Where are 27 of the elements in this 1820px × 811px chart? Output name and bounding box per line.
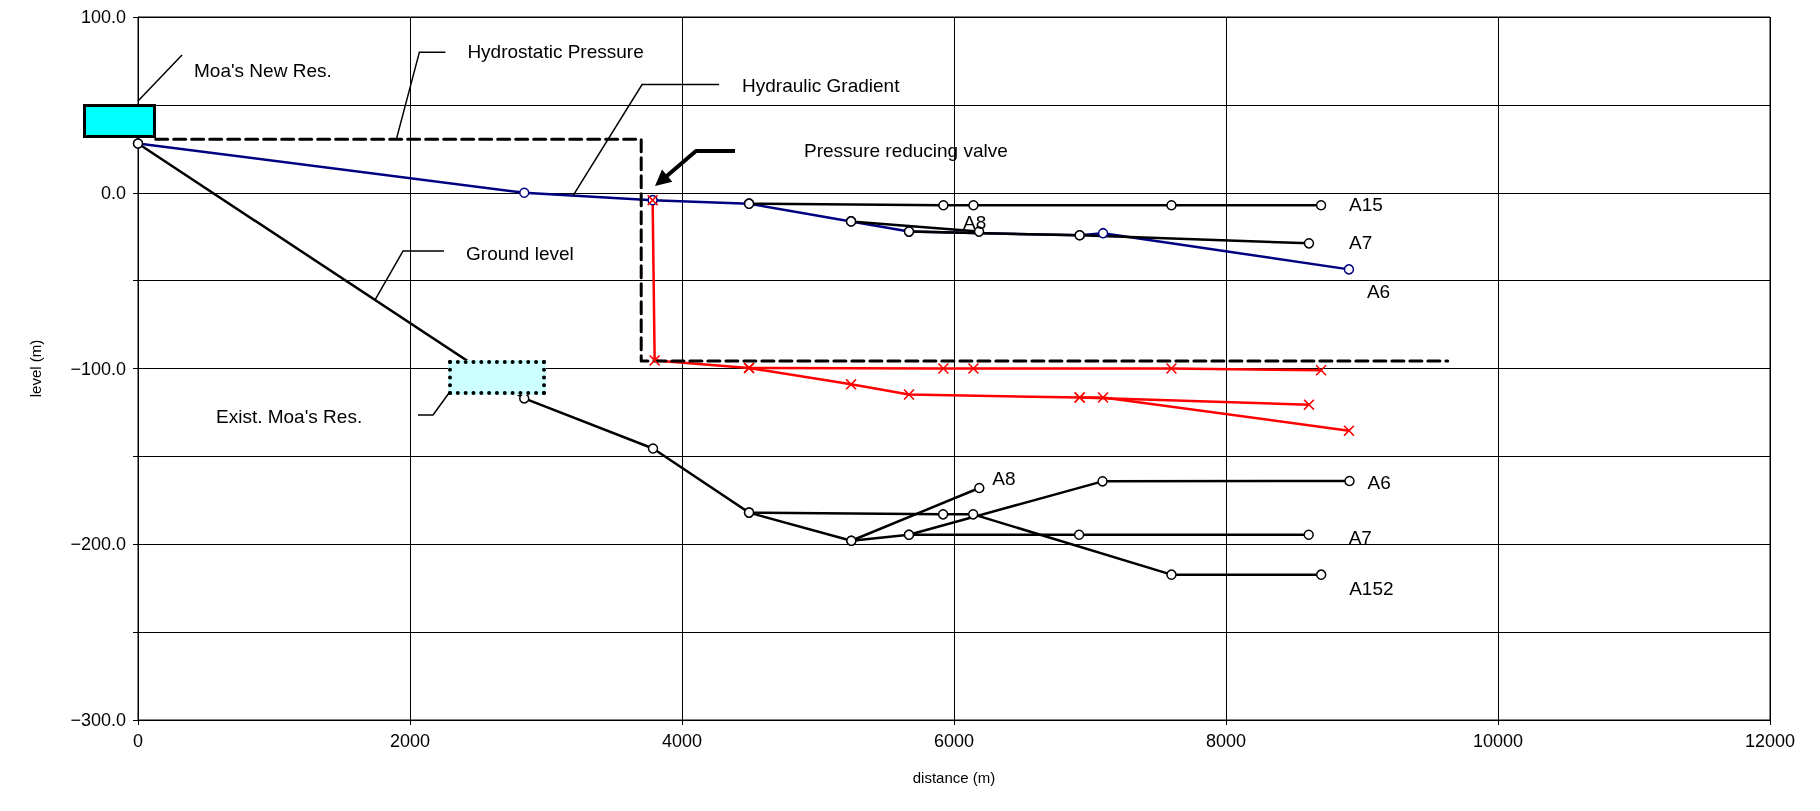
annotation: A6 xyxy=(1366,281,1391,304)
annotation: A6 xyxy=(1367,471,1391,494)
x-tick-label: 6000 xyxy=(933,731,975,751)
x-tick-label: 12000 xyxy=(1744,731,1796,751)
annotation: Hydrostatic Pressure xyxy=(467,41,644,64)
y-tick-label: −200.0 xyxy=(70,534,126,555)
annotation: A8 xyxy=(963,211,987,234)
x-tick-label: 2000 xyxy=(389,731,431,751)
annotation: Ground level xyxy=(466,242,574,265)
x-tick-label: 8000 xyxy=(1205,731,1247,751)
annotation: A7 xyxy=(1348,526,1372,549)
annotation: Hydraulic Gradient xyxy=(742,74,900,97)
annotation: A15 xyxy=(1349,194,1383,217)
x-tick-label: 4000 xyxy=(661,731,703,751)
annotation: A7 xyxy=(1348,232,1373,255)
x-axis-title: distance (m) xyxy=(912,769,996,786)
y-tick-label: 0.0 xyxy=(100,182,126,203)
y-tick-label: −300.0 xyxy=(70,710,126,730)
annotation: Moa's New Res. xyxy=(194,60,332,82)
y-tick-label: 100.0 xyxy=(80,7,126,27)
annotation: Exist. Moa's Res. xyxy=(216,406,363,428)
annotation: A8 xyxy=(992,468,1016,490)
y-axis-title: level (m) xyxy=(27,339,44,398)
x-tick-label: 0 xyxy=(132,731,144,751)
y-tick-label: −100.0 xyxy=(70,358,126,379)
annotation: A152 xyxy=(1349,577,1394,600)
x-tick-label: 10000 xyxy=(1472,731,1524,751)
